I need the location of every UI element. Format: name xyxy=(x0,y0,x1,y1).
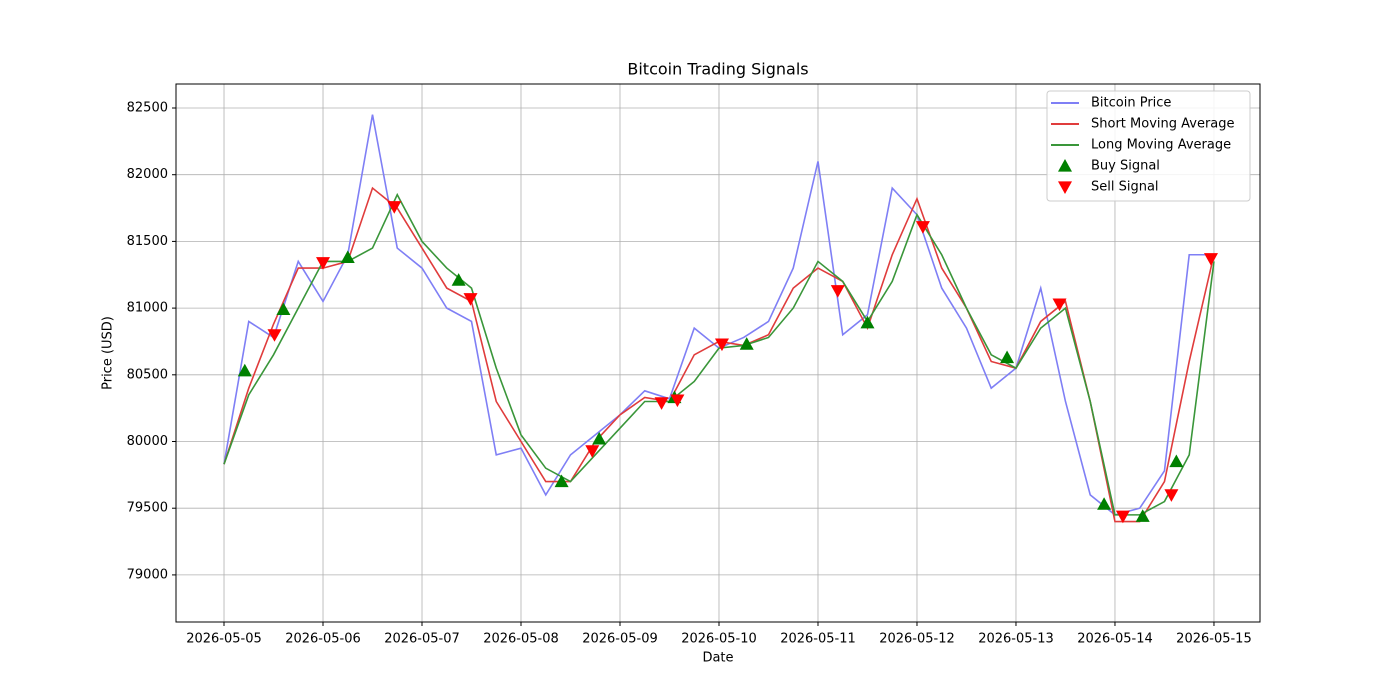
signal-marker xyxy=(1135,509,1150,522)
legend: Bitcoin Price Short Moving Average Long Mo… xyxy=(1046,90,1251,202)
signal-marker xyxy=(1115,510,1130,524)
y-tick-label: 80500 xyxy=(127,367,168,382)
signal-marker xyxy=(1169,454,1184,468)
legend-swatch xyxy=(1058,159,1072,172)
legend-label: Long Moving Average xyxy=(1091,138,1231,153)
signal-marker xyxy=(387,201,402,214)
signal-marker xyxy=(654,397,669,410)
signal-marker xyxy=(554,474,569,488)
legend-box xyxy=(1046,90,1251,202)
price-line xyxy=(223,192,1215,516)
signal-marker xyxy=(714,338,729,352)
x-tick-label: 2026-05-11 xyxy=(780,632,856,647)
x-tick-label: 2026-05-13 xyxy=(978,632,1054,647)
x-tick-label: 2026-05-14 xyxy=(1077,632,1153,647)
signal-marker xyxy=(915,221,930,234)
signal-marker xyxy=(670,394,685,408)
signal-marker xyxy=(267,329,282,342)
signal-marker xyxy=(1052,298,1067,312)
signal-marker xyxy=(585,445,600,458)
signal-marker xyxy=(592,431,607,445)
signal-marker xyxy=(276,302,291,316)
signal-marker xyxy=(316,257,331,270)
signal-marker xyxy=(237,363,252,377)
x-tick-label: 2026-05-09 xyxy=(582,632,658,647)
signal-marker xyxy=(1097,497,1112,510)
legend-swatch xyxy=(1058,181,1072,194)
x-tick-label: 2026-05-06 xyxy=(285,632,361,647)
signal-marker xyxy=(463,293,478,306)
plot-frame xyxy=(175,83,1261,623)
signal-marker xyxy=(739,337,754,350)
legend-label: Bitcoin Price xyxy=(1091,96,1171,111)
x-tick-label: 2026-05-07 xyxy=(384,632,460,647)
signal-marker xyxy=(1000,350,1015,364)
signal-marker xyxy=(830,285,845,298)
y-tick-label: 81000 xyxy=(127,301,168,316)
signal-marker xyxy=(1164,489,1179,502)
chart-title: Bitcoin Trading Signals xyxy=(627,60,808,79)
y-tick-label: 79500 xyxy=(127,501,168,516)
legend-label: Short Moving Average xyxy=(1091,117,1235,132)
x-tick-label: 2026-05-08 xyxy=(483,632,559,647)
signal-marker xyxy=(340,250,355,264)
y-axis-label: Price (USD) xyxy=(101,316,116,390)
signal-marker xyxy=(860,315,875,329)
legend-label: Sell Signal xyxy=(1091,180,1159,195)
signal-marker xyxy=(1203,253,1218,266)
y-tick-label: 82000 xyxy=(127,167,168,182)
y-tick-label: 80000 xyxy=(127,434,168,449)
y-tick-label: 81500 xyxy=(127,234,168,249)
signal-marker xyxy=(451,273,466,286)
x-tick-label: 2026-05-15 xyxy=(1176,632,1252,647)
x-axis-label: Date xyxy=(702,651,733,666)
y-tick-label: 79000 xyxy=(127,567,168,582)
legend-label: Buy Signal xyxy=(1091,159,1160,174)
x-tick-label: 2026-05-12 xyxy=(879,632,955,647)
x-tick-label: 2026-05-05 xyxy=(186,632,262,647)
x-tick-label: 2026-05-10 xyxy=(681,632,757,647)
y-tick-label: 82500 xyxy=(127,101,168,116)
